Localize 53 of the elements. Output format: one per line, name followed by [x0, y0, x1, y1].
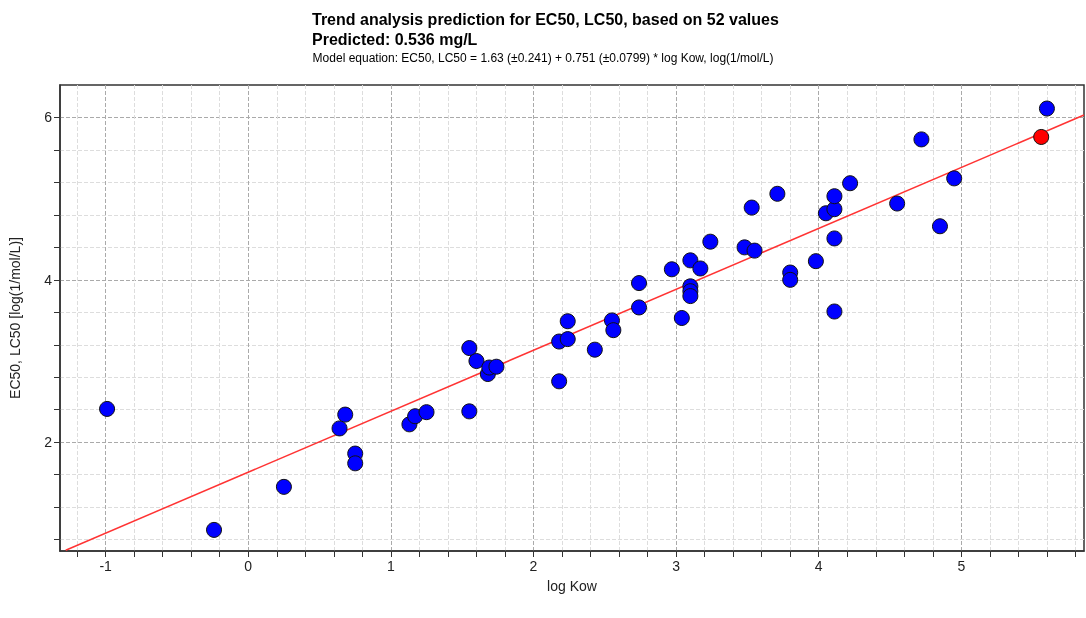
chart-subtitle: Model equation: EC50, LC50 = 1.63 (±0.241) + 0.751 (±0.0799) * log Kow, log(1/mol/L) — [312, 51, 774, 65]
point — [559, 313, 576, 330]
x-tick-label: 0 — [244, 558, 253, 574]
point — [889, 195, 906, 212]
y-tick-label: 6 — [44, 109, 53, 126]
point — [586, 341, 603, 358]
point — [807, 253, 824, 270]
point — [702, 233, 719, 250]
x-axis-title: log Kow — [547, 578, 598, 594]
point — [673, 310, 690, 326]
point — [946, 170, 963, 187]
point — [682, 288, 699, 305]
x-tick-label: 1 — [386, 558, 395, 574]
point — [461, 403, 478, 420]
point — [826, 201, 843, 218]
point — [826, 230, 843, 247]
x-tick-label: 3 — [672, 558, 681, 574]
point — [1033, 128, 1050, 145]
point — [826, 303, 843, 320]
point — [782, 271, 799, 288]
point — [605, 322, 622, 339]
y-tick-label: 4 — [44, 271, 53, 288]
point — [769, 185, 786, 202]
y-tick-label: 2 — [44, 434, 53, 451]
point — [842, 175, 859, 192]
point — [631, 275, 648, 292]
point — [461, 340, 478, 357]
point — [663, 261, 680, 278]
x-tick-label: -1 — [99, 558, 113, 574]
point — [275, 478, 292, 495]
point — [347, 455, 364, 472]
x-tick-label: 2 — [529, 558, 538, 574]
x-tick-label: 5 — [957, 558, 966, 574]
point — [468, 353, 485, 370]
point — [331, 420, 348, 437]
point — [743, 199, 760, 216]
point — [931, 218, 948, 235]
point — [746, 242, 763, 259]
y-axis-title: EC50, LC50 [log(1/mol/L)] — [7, 237, 23, 399]
point — [488, 358, 505, 375]
point — [99, 400, 116, 417]
point — [551, 373, 568, 390]
point — [913, 131, 930, 148]
point — [337, 406, 354, 423]
point — [206, 521, 223, 538]
point — [418, 404, 435, 421]
point — [631, 299, 648, 316]
point — [559, 331, 576, 348]
x-tick-label: 4 — [814, 558, 823, 574]
point — [826, 188, 843, 205]
point — [1038, 100, 1055, 117]
point — [692, 260, 709, 277]
chart-title: Trend analysis prediction for EC50, LC50, based on 52 values Predicted: 0.536 mg/L — [312, 10, 779, 48]
